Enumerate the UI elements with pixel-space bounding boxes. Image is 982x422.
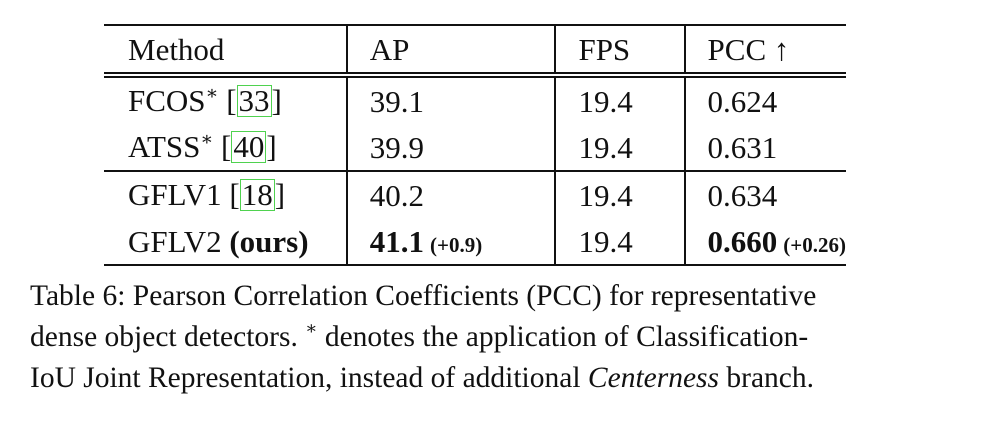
method-name: ATSS [128, 129, 201, 165]
ap-cell: 39.1 [345, 75, 556, 124]
caption-italic-term: Centerness [587, 362, 720, 394]
method-cell: ATSS∗ [40] [128, 129, 277, 165]
caption-line-1: Table 6: Pearson Correlation Coefficient… [30, 280, 817, 312]
pcc-results-table: Method AP FPS PCC ↑ FCOS∗ [33] 39.1 19.4… [104, 24, 846, 266]
pcc-value: 0.660 [707, 223, 778, 259]
table-row-atss: ATSS∗ [40] 39.9 19.4 0.631 [104, 124, 846, 171]
ap-value: 41.1 [369, 223, 425, 259]
citation-link[interactable]: 18 [239, 177, 275, 213]
results-table-container: Method AP FPS PCC ↑ FCOS∗ [33] 39.1 19.4… [104, 24, 846, 266]
caption-text: denotes the application of Classificatio… [317, 321, 809, 353]
star-marker: ∗ [200, 129, 214, 151]
pcc-cell: 0.624 [683, 75, 846, 124]
ap-cell: 41.1 (+0.9) [345, 218, 556, 266]
caption-line-2: dense object detectors. ∗ denotes the ap… [30, 317, 950, 358]
fps-cell: 19.4 [554, 124, 685, 171]
caption-text: IoU Joint Representation, instead of add… [30, 362, 588, 394]
fps-cell: 19.4 [554, 170, 685, 218]
method-name: GFLV2 [128, 223, 222, 259]
header-fps: FPS [554, 24, 685, 78]
caption-text: dense object detectors. [30, 321, 306, 353]
method-name: FCOS [128, 83, 206, 119]
pcc-cell: 0.660 (+0.26) [683, 218, 846, 266]
ap-cell: 39.9 [345, 124, 556, 171]
pcc-delta: (+0.26) [783, 232, 846, 257]
star-marker: ∗ [305, 318, 318, 338]
ap-cell: 40.2 [345, 170, 556, 218]
fps-cell: 19.4 [554, 75, 685, 124]
method-cell: GFLV2 (ours) [104, 218, 347, 266]
citation-link[interactable]: 33 [236, 83, 272, 119]
table-header-row: Method AP FPS PCC ↑ [104, 24, 846, 78]
method-cell: FCOS∗ [33] [128, 83, 282, 119]
pcc-cell: 0.631 [683, 124, 846, 171]
fps-cell: 19.4 [554, 218, 685, 266]
citation-link[interactable]: 40 [231, 129, 267, 165]
caption-line-3: IoU Joint Representation, instead of add… [30, 358, 950, 399]
table-row-gflv2: GFLV2 (ours) 41.1 (+0.9) 19.4 0.660 (+0.26… [104, 218, 846, 266]
pcc-cell: 0.634 [683, 170, 846, 218]
caption-text: branch. [719, 362, 815, 394]
table-row-gflv1: GFLV1 [18] 40.2 19.4 0.634 [104, 170, 846, 218]
method-cell: GFLV1 [18] [104, 170, 347, 218]
header-method: Method [104, 24, 347, 78]
method-name: GFLV1 [128, 177, 222, 213]
ours-label: (ours) [229, 223, 309, 259]
header-ap: AP [345, 24, 556, 78]
table-row-fcos: FCOS∗ [33] 39.1 19.4 0.624 [104, 75, 846, 124]
star-marker: ∗ [205, 83, 219, 105]
header-pcc: PCC ↑ [683, 24, 846, 78]
table-caption: Table 6: Pearson Correlation Coefficient… [30, 276, 950, 399]
ap-delta: (+0.9) [430, 232, 483, 257]
